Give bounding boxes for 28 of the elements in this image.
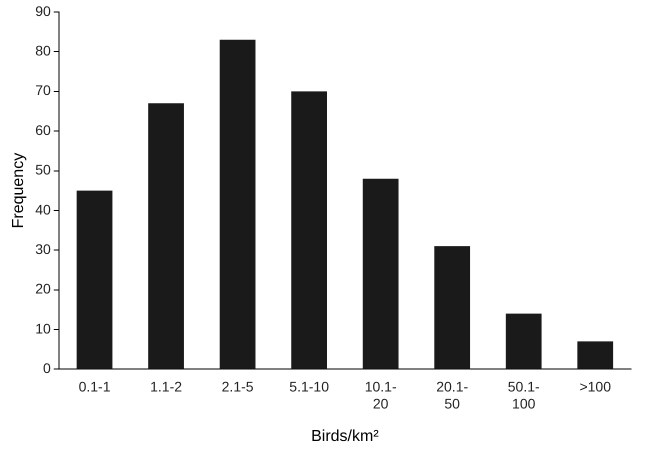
bar bbox=[506, 314, 542, 369]
x-tick-label: 5.1-10 bbox=[289, 378, 330, 394]
y-tick-label: 0 bbox=[42, 360, 51, 376]
bar bbox=[220, 40, 256, 369]
y-axis-title: Frequency bbox=[10, 152, 28, 228]
y-tick-label: 40 bbox=[35, 201, 51, 218]
bar bbox=[434, 246, 470, 369]
y-tick-label: 80 bbox=[35, 42, 51, 59]
bar bbox=[291, 91, 328, 369]
x-tick-label: 1.1-2 bbox=[150, 378, 182, 394]
y-tick-label: 70 bbox=[35, 82, 51, 98]
y-tick-label: 90 bbox=[35, 2, 51, 19]
x-tick-label: 50.1-100 bbox=[508, 378, 540, 412]
y-tick-label: 50 bbox=[35, 162, 51, 178]
x-axis-title: Birds/km² bbox=[311, 428, 380, 445]
x-tick-label: 20.1-50 bbox=[436, 378, 468, 412]
x-tick-label: >100 bbox=[579, 378, 612, 394]
y-tick-label: 10 bbox=[35, 320, 51, 336]
y-tick-label: 30 bbox=[35, 240, 51, 257]
bar bbox=[577, 341, 614, 369]
x-tick-label: 0.1-1 bbox=[78, 378, 111, 394]
bar bbox=[362, 178, 399, 369]
bar bbox=[76, 190, 112, 369]
bar bbox=[148, 103, 184, 369]
x-tick-label: 2.1-5 bbox=[222, 378, 254, 394]
y-tick-label: 20 bbox=[35, 280, 51, 297]
y-tick-label: 60 bbox=[35, 122, 51, 138]
x-tick-label: 10.1-20 bbox=[364, 378, 397, 412]
